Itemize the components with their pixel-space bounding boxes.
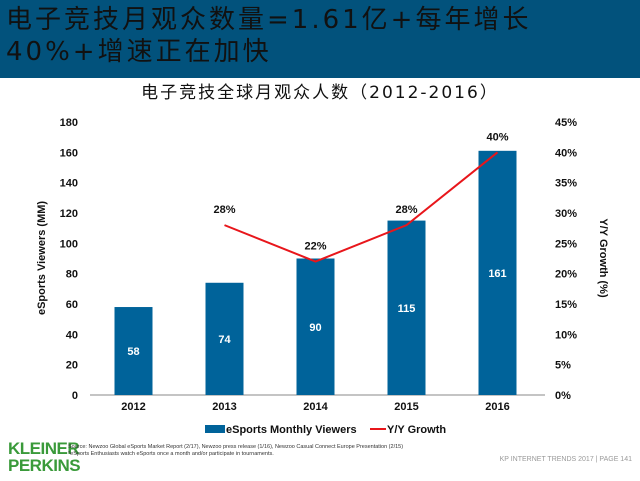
bar-2016 — [478, 150, 517, 395]
y-right-tick-label: 30% — [555, 208, 577, 220]
kleiner-perkins-logo: KLEINER PERKINS — [8, 439, 81, 475]
logo-line1: KLEINER — [8, 439, 80, 458]
x-tick-label: 2012 — [121, 401, 145, 413]
growth-line — [224, 151, 499, 263]
slide-title: 电子竞技月观众数量=1.61亿+每年增长40%+增速正在加快 — [6, 5, 532, 67]
y-right-tick-label: 15% — [555, 299, 577, 311]
logo-line2: PERKINS — [8, 456, 81, 475]
y-right-axis-label: Y/Y Growth (%) — [597, 218, 609, 298]
y-right-tick-label: 0% — [555, 390, 571, 402]
bar-label: 115 — [398, 303, 416, 315]
bar-2012 — [114, 307, 153, 395]
y-tick-label: 0 — [72, 390, 78, 402]
bar-2015 — [387, 220, 426, 395]
bar-label: 74 — [218, 334, 231, 346]
chart-title: 电子竞技全球月观众人数（2012-2016） — [141, 83, 499, 103]
bar-label: 161 — [488, 268, 506, 280]
y-tick-label: 80 — [66, 269, 78, 281]
y-tick-label: 120 — [60, 208, 78, 220]
legend-swatch-bar — [205, 425, 225, 433]
growth-label: 22% — [304, 241, 326, 253]
y-tick-label: 20 — [66, 360, 78, 372]
header-bar: 电子竞技月观众数量=1.61亿+每年增长40%+增速正在加快 — [0, 0, 640, 78]
y-right-tick-label: 35% — [555, 178, 577, 190]
y-right-tick-label: 25% — [555, 238, 577, 250]
y-right-tick-label: 45% — [555, 117, 577, 129]
y-tick-label: 140 — [60, 178, 78, 190]
legend-label-bar: eSports Monthly Viewers — [226, 424, 357, 436]
growth-label: 40% — [486, 131, 508, 143]
footer: KP INTERNET TRENDS 2017 | PAGE 141 — [499, 456, 632, 463]
y-tick-label: 160 — [60, 147, 78, 159]
bar-2014 — [296, 258, 335, 395]
growth-label: 28% — [395, 204, 417, 216]
y-tick-label: 60 — [66, 299, 78, 311]
source-line2: *eSports Enthusiasts watch eSports once … — [68, 451, 274, 457]
y-tick-label: 40 — [66, 329, 78, 341]
x-tick-label: 2014 — [303, 401, 328, 413]
source-line1: Source: Newzoo Global eSports Market Rep… — [68, 444, 404, 450]
growth-label: 28% — [213, 204, 235, 216]
bar-2013 — [205, 282, 244, 395]
y-tick-label: 180 — [60, 117, 78, 129]
y-right-tick-label: 20% — [555, 269, 577, 281]
source-note: Source: Newzoo Global eSports Market Rep… — [68, 444, 403, 458]
legend-label-line: Y/Y Growth — [387, 424, 446, 436]
y-right-tick-label: 5% — [555, 360, 571, 372]
bar-label: 90 — [309, 322, 321, 334]
x-tick-label: 2015 — [394, 401, 418, 413]
bar-label: 58 — [127, 346, 139, 358]
y-right-tick-label: 10% — [555, 329, 577, 341]
y-tick-label: 100 — [60, 238, 78, 250]
x-tick-label: 2016 — [485, 401, 509, 413]
y-axis-label: eSports Viewers (MM) — [36, 201, 48, 315]
x-tick-label: 2013 — [212, 401, 236, 413]
y-right-tick-label: 40% — [555, 147, 577, 159]
